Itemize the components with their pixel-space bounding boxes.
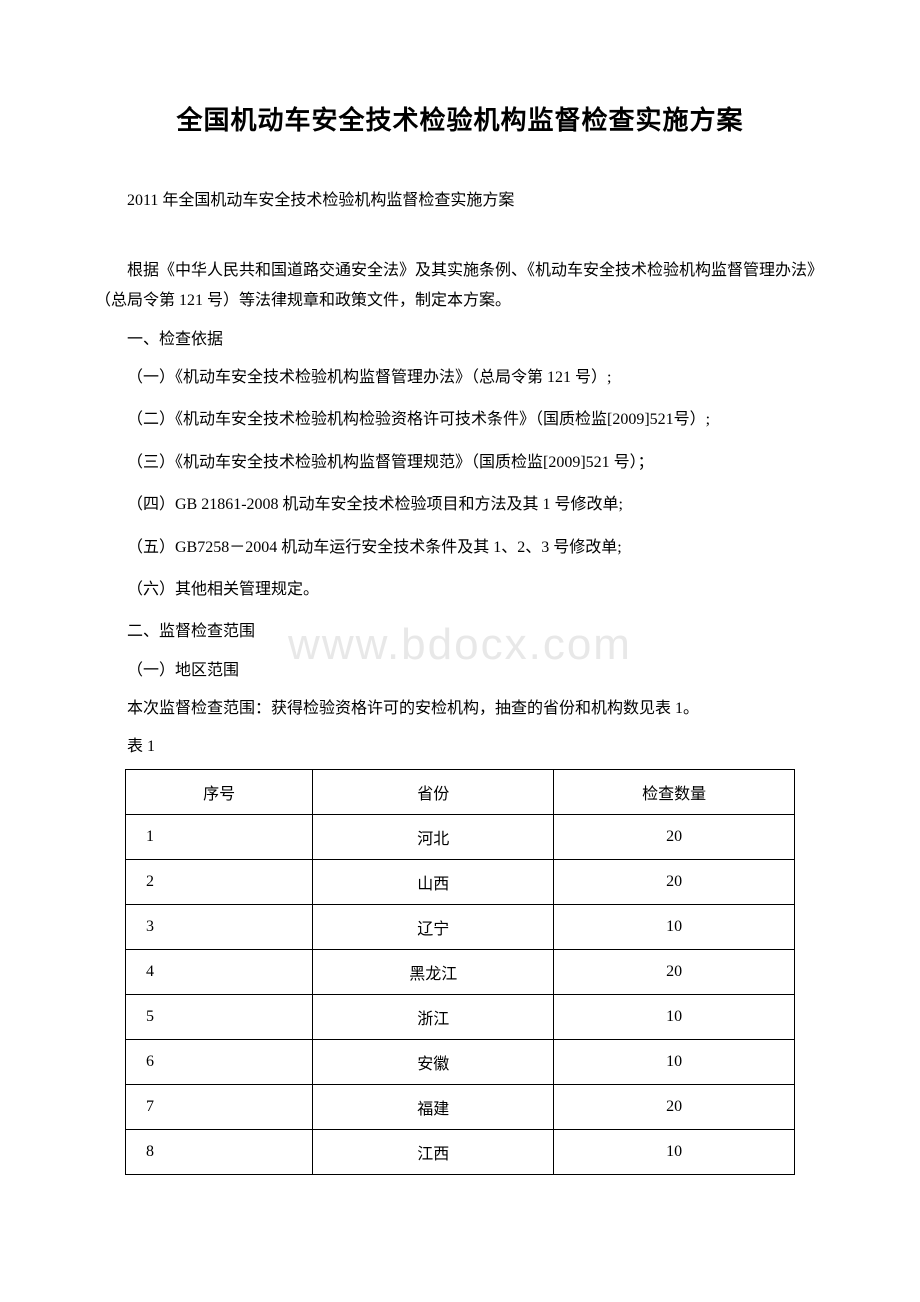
table-row: 6安徽10	[126, 1039, 795, 1084]
cell-province: 黑龙江	[313, 949, 554, 994]
basis-item-4: （四）GB 21861-2008 机动车安全技术检验项目和方法及其 1 号修改单…	[95, 490, 825, 520]
cell-province: 江西	[313, 1129, 554, 1174]
table-row: 3辽宁10	[126, 904, 795, 949]
basis-item-6: （六）其他相关管理规定。	[95, 575, 825, 605]
basis-item-2: （二）《机动车安全技术检验机构检验资格许可技术条件》（国质检监[2009]521…	[95, 405, 825, 435]
cell-count: 20	[554, 1084, 795, 1129]
cell-seq: 6	[126, 1039, 313, 1084]
basis-item-3: （三）《机动车安全技术检验机构监督管理规范》（国质检监[2009]521 号）；	[95, 448, 825, 478]
cell-province: 安徽	[313, 1039, 554, 1084]
table-header-row: 序号 省份 检查数量	[126, 769, 795, 814]
table-row: 5浙江10	[126, 994, 795, 1039]
cell-count: 20	[554, 814, 795, 859]
inspection-table: 序号 省份 检查数量 1河北202山西203辽宁104黑龙江205浙江106安徽…	[125, 769, 795, 1175]
cell-count: 10	[554, 1039, 795, 1084]
cell-seq: 1	[126, 814, 313, 859]
cell-seq: 4	[126, 949, 313, 994]
document-content: 全国机动车安全技术检验机构监督检查实施方案 2011 年全国机动车安全技术检验机…	[95, 100, 825, 1175]
cell-count: 10	[554, 1129, 795, 1174]
cell-province: 山西	[313, 859, 554, 904]
cell-province: 福建	[313, 1084, 554, 1129]
table-row: 1河北20	[126, 814, 795, 859]
table-label: 表 1	[95, 732, 825, 762]
cell-count: 10	[554, 994, 795, 1039]
intro-paragraph: 根据《中华人民共和国道路交通安全法》及其实施条例、《机动车安全技术检验机构监督管…	[95, 256, 825, 317]
cell-seq: 7	[126, 1084, 313, 1129]
table-row: 8江西10	[126, 1129, 795, 1174]
table-row: 4黑龙江20	[126, 949, 795, 994]
basis-item-1: （一）《机动车安全技术检验机构监督管理办法》（总局令第 121 号）;	[95, 363, 825, 393]
basis-item-5: （五）GB7258－2004 机动车运行安全技术条件及其 1、2、3 号修改单;	[95, 533, 825, 563]
col-header-seq: 序号	[126, 769, 313, 814]
cell-seq: 5	[126, 994, 313, 1039]
table-body: 1河北202山西203辽宁104黑龙江205浙江106安徽107福建208江西1…	[126, 814, 795, 1174]
cell-seq: 2	[126, 859, 313, 904]
scope-paragraph: 本次监督检查范围：获得检验资格许可的安检机构，抽查的省份和机构数见表 1。	[95, 694, 825, 724]
cell-seq: 3	[126, 904, 313, 949]
cell-count: 20	[554, 949, 795, 994]
document-title: 全国机动车安全技术检验机构监督检查实施方案	[95, 100, 825, 137]
cell-province: 河北	[313, 814, 554, 859]
table-row: 2山西20	[126, 859, 795, 904]
document-subtitle: 2011 年全国机动车安全技术检验机构监督检查实施方案	[95, 187, 825, 216]
cell-count: 20	[554, 859, 795, 904]
col-header-province: 省份	[313, 769, 554, 814]
col-header-count: 检查数量	[554, 769, 795, 814]
section2-header: 二、监督检查范围	[95, 617, 825, 647]
cell-province: 浙江	[313, 994, 554, 1039]
section2-sub1: （一）地区范围	[95, 656, 825, 686]
section1-header: 一、检查依据	[95, 325, 825, 355]
cell-province: 辽宁	[313, 904, 554, 949]
cell-seq: 8	[126, 1129, 313, 1174]
cell-count: 10	[554, 904, 795, 949]
table-row: 7福建20	[126, 1084, 795, 1129]
